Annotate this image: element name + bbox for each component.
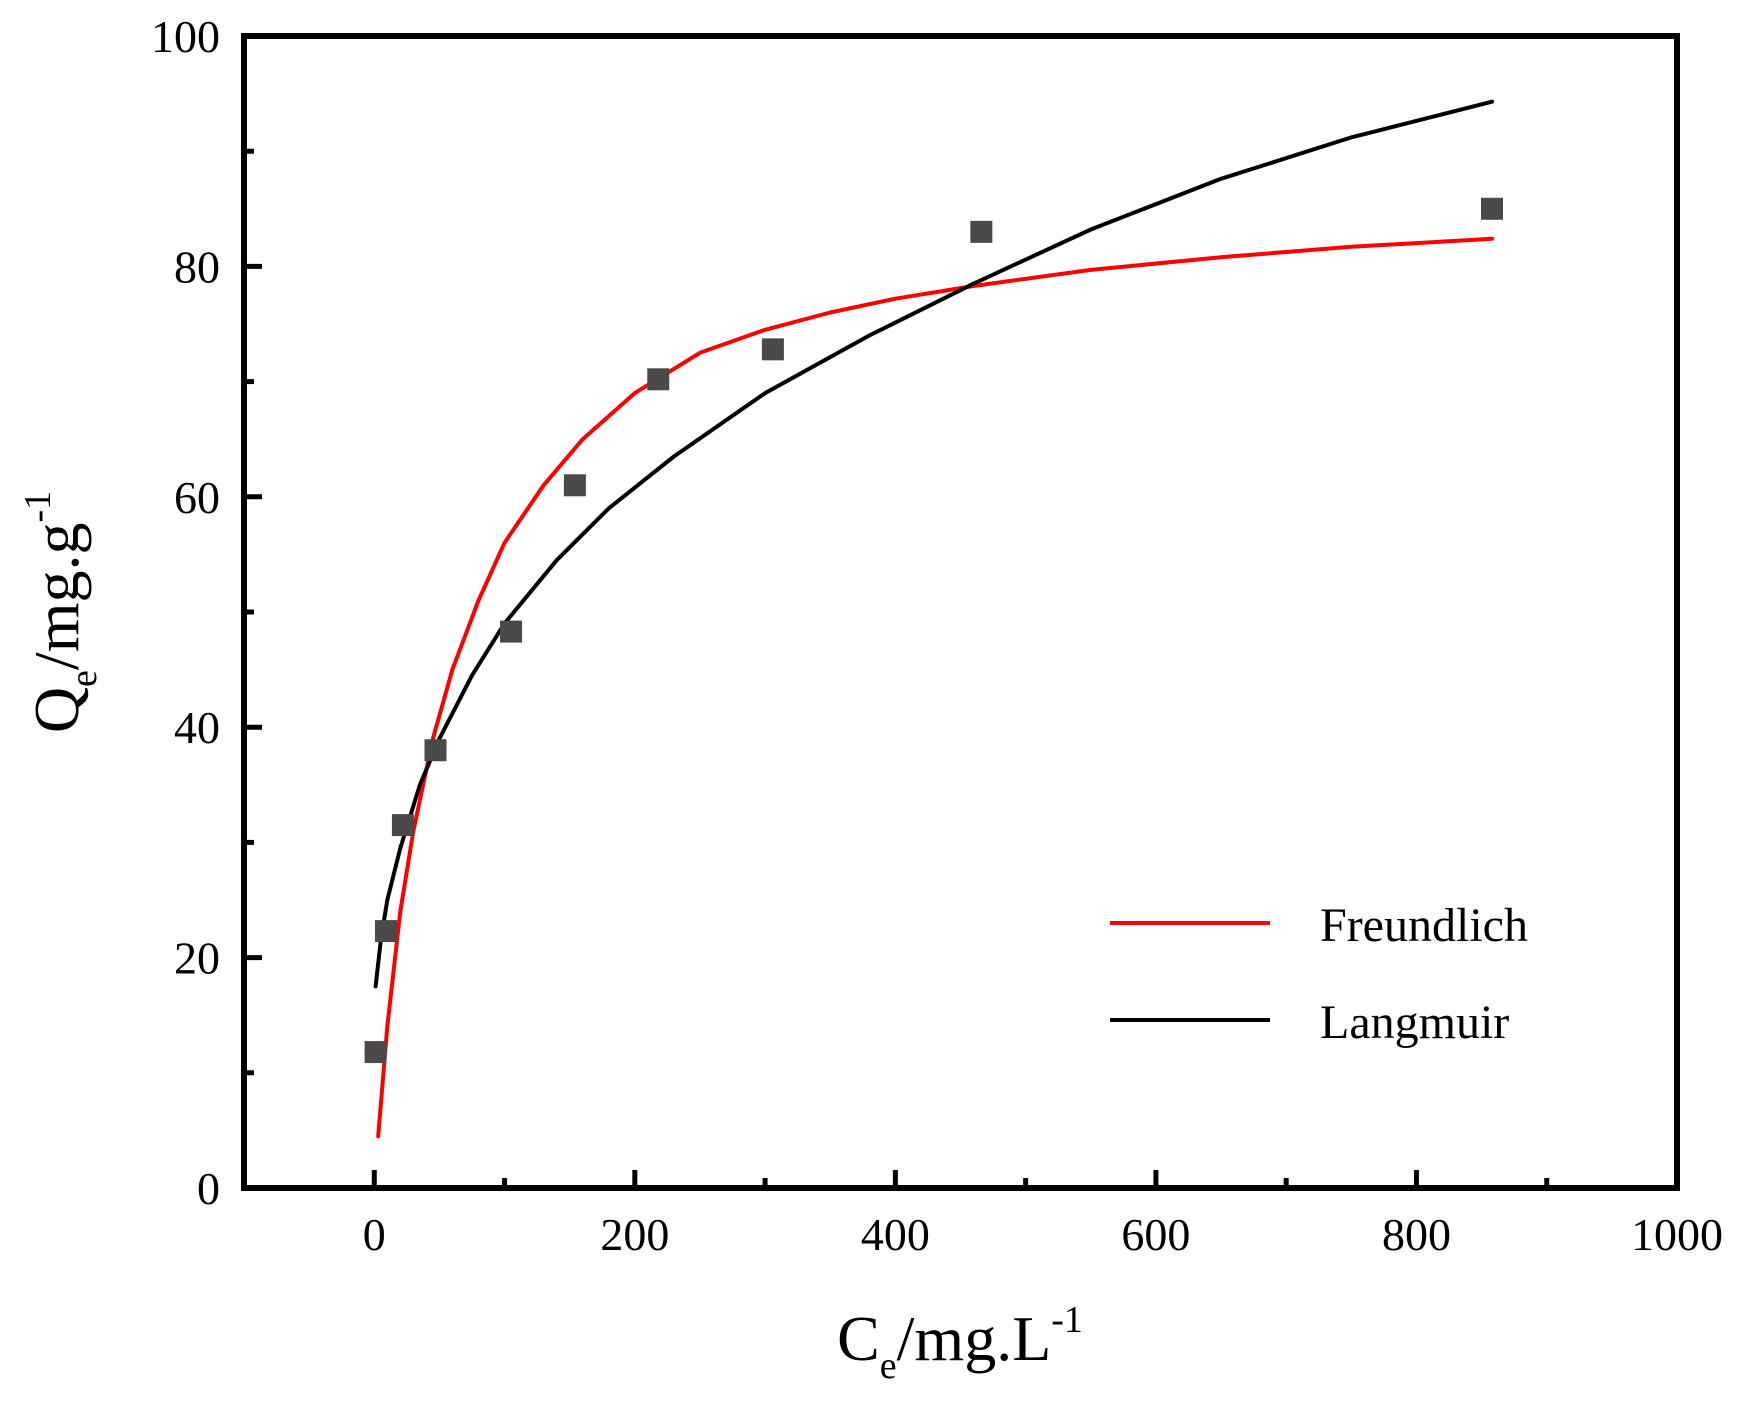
- x-axis-title-sup: -1: [1051, 1299, 1083, 1341]
- x-tick-label: 600: [1121, 1209, 1190, 1260]
- x-axis-title-rest: /mg.L: [897, 1303, 1052, 1374]
- y-tick-label: 60: [174, 472, 220, 523]
- data-point: [374, 920, 397, 943]
- x-axis-title: Ce/mg.L-1: [837, 1299, 1083, 1387]
- data-point: [364, 1041, 387, 1064]
- legend: Freundlich Langmuir: [1110, 899, 1528, 1049]
- y-tick-label: 0: [197, 1163, 220, 1214]
- x-tick-label: 200: [600, 1209, 669, 1260]
- data-point: [391, 814, 414, 837]
- data-point: [500, 620, 523, 643]
- y-tick-label: 100: [151, 11, 220, 62]
- data-point: [647, 368, 670, 391]
- y-tick-label: 40: [174, 702, 220, 753]
- x-axis-title-main: C: [837, 1303, 880, 1374]
- data-point: [1481, 197, 1504, 220]
- fit-curves: [373, 99, 1494, 1139]
- series-line-langmuir: [373, 99, 1494, 989]
- legend-label-freundlich: Freundlich: [1320, 899, 1528, 952]
- x-tick-label: 400: [861, 1209, 930, 1260]
- x-tick-label: 0: [363, 1209, 386, 1260]
- y-axis-title-sub: e: [63, 670, 105, 687]
- x-tick-label: 1000: [1631, 1209, 1723, 1260]
- y-axis-title-rest: /mg.g: [21, 523, 92, 671]
- y-tick-label: 80: [174, 241, 220, 292]
- y-axis-title-main: Q: [21, 687, 92, 733]
- plot-frame: [241, 33, 1680, 1191]
- data-point: [424, 739, 447, 762]
- y-axis-title: Qe/mg.g-1: [17, 491, 105, 733]
- x-tick-label: 800: [1382, 1209, 1451, 1260]
- series-line-freundlich: [376, 236, 1494, 1139]
- x-axis-title-sub: e: [880, 1345, 897, 1387]
- y-tick-label: 20: [174, 933, 220, 984]
- data-point: [563, 474, 586, 497]
- data-point: [761, 338, 784, 361]
- data-point: [970, 220, 993, 243]
- axis-tick-labels: 0 200 400 600 800 1000 0 20 40 60 80 100: [151, 11, 1723, 1260]
- data-points: [364, 197, 1504, 1064]
- legend-label-langmuir: Langmuir: [1320, 996, 1509, 1049]
- y-axis-title-sup: -1: [17, 491, 59, 523]
